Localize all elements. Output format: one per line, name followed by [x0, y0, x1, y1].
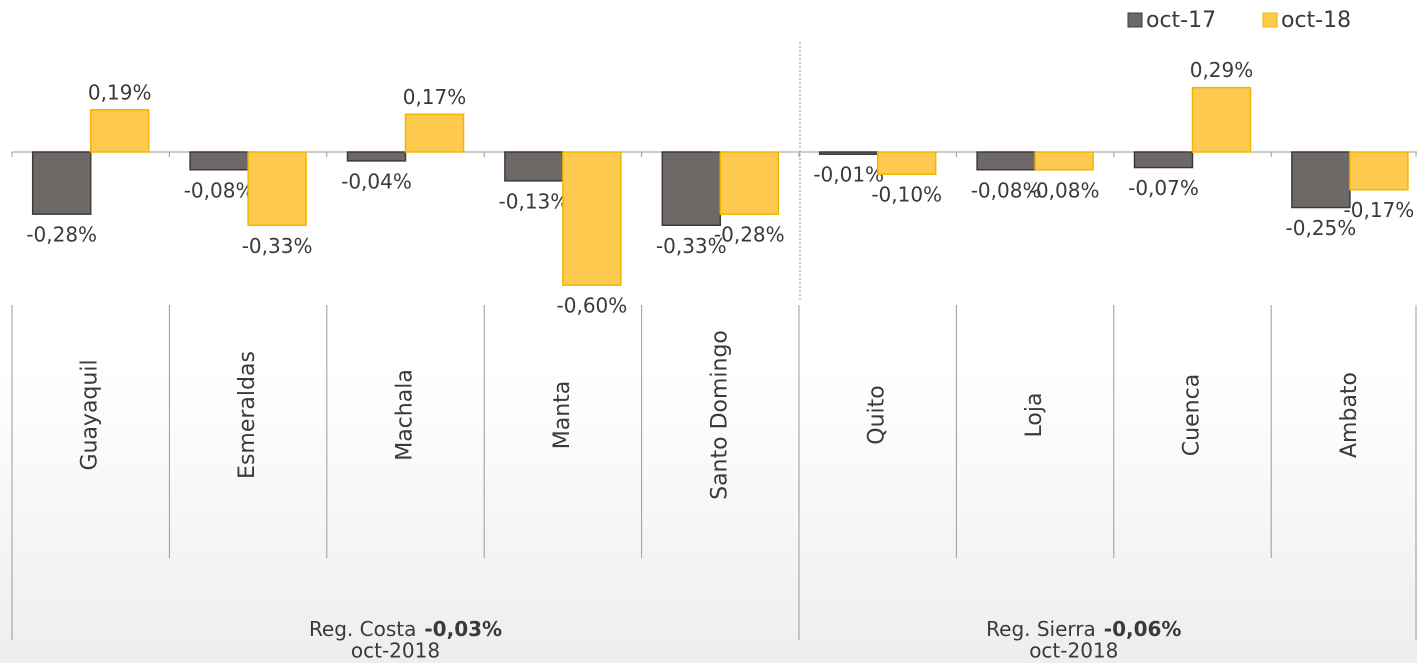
bar [1191, 86, 1252, 153]
group-value: -0,03% [424, 617, 502, 641]
bar [31, 151, 92, 215]
value-label: -0,04% [341, 169, 412, 193]
value-label: -0,28% [714, 223, 785, 247]
value-label: -0,08% [1029, 178, 1100, 202]
bar [1349, 151, 1409, 191]
legend-swatch [1262, 12, 1278, 28]
bar [89, 109, 150, 153]
group-label: Reg. Costa -0,03% [309, 617, 502, 641]
category-label: Quito [865, 385, 890, 444]
group-name: Reg. Sierra [986, 617, 1096, 641]
legend-label: oct-18 [1281, 8, 1351, 33]
value-label: -0,08% [184, 178, 255, 202]
category-label: Guayaquil [78, 359, 103, 470]
bar [247, 151, 307, 227]
bar [404, 113, 465, 153]
legend-label: oct-17 [1146, 8, 1216, 33]
bar [189, 151, 249, 171]
value-label: 0,29% [1190, 58, 1254, 82]
bar [719, 151, 780, 215]
group-value: -0,06% [1104, 617, 1182, 641]
value-label: -0,60% [557, 294, 628, 318]
bar [1034, 151, 1094, 171]
bar [346, 151, 407, 162]
bar [661, 151, 722, 227]
value-label: -0,13% [499, 189, 570, 213]
group-label: Reg. Sierra -0,06% [986, 617, 1181, 641]
bar [504, 151, 564, 182]
value-label: -0,25% [1286, 216, 1357, 240]
group-name: Reg. Costa [309, 617, 416, 641]
category-label: Manta [550, 381, 575, 450]
value-label: 0,17% [403, 85, 467, 109]
category-label: Esmeraldas [235, 351, 260, 479]
category-label: Ambato [1337, 372, 1362, 458]
category-label: Loja [1022, 393, 1047, 438]
value-label: -0,28% [26, 223, 97, 247]
value-label: -0,33% [242, 234, 313, 258]
value-label: -0,10% [871, 183, 942, 207]
category-label: Santo Domingo [707, 330, 732, 500]
value-label: -0,01% [813, 163, 884, 187]
bar [1133, 151, 1194, 169]
bar [976, 151, 1036, 171]
group-date: oct-2018 [1029, 639, 1118, 663]
bar [1291, 151, 1351, 209]
legend-swatch [1127, 12, 1143, 28]
bar [818, 151, 879, 155]
value-label: -0,08% [971, 178, 1042, 202]
value-label: -0,33% [656, 234, 727, 258]
category-label: Cuenca [1180, 374, 1205, 456]
group-date: oct-2018 [351, 639, 440, 663]
category-label: Machala [393, 369, 418, 461]
value-label: -0,07% [1128, 176, 1199, 200]
value-label: 0,19% [88, 80, 152, 104]
value-label: -0,17% [1344, 198, 1415, 222]
bar [876, 151, 937, 175]
bar [562, 151, 622, 286]
